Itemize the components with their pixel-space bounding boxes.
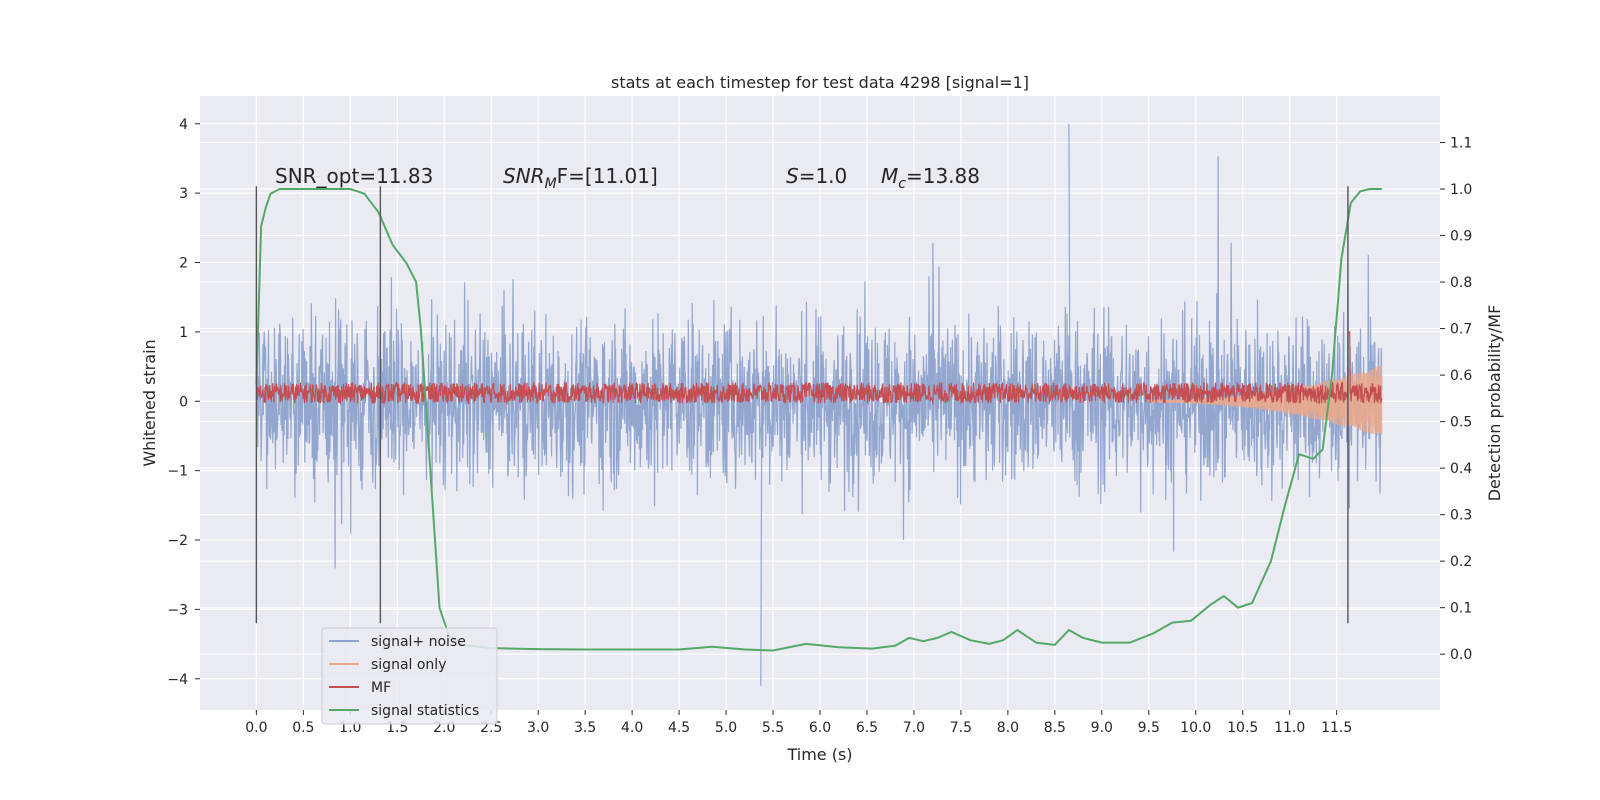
- annotation-mc-subscript: c: [898, 176, 906, 192]
- annotation-s-value: =1.0: [799, 164, 848, 188]
- x-tick-label: 11.0: [1274, 720, 1305, 736]
- annotation-mc-symbol: M: [881, 164, 898, 188]
- y2-axis-label: Detection probability/MF: [1485, 305, 1504, 502]
- x-tick-label: 10.5: [1227, 720, 1258, 736]
- y-tick-label: 4: [179, 117, 188, 133]
- vertical-markers: [255, 186, 1349, 624]
- annotation-snr-mf-symbol: SNR: [503, 164, 545, 188]
- annotation-snr-mf-subscript: M: [545, 176, 557, 192]
- legend: signal+ noise signal only MF signal stat…: [321, 627, 498, 725]
- y-tick-label: 3: [179, 186, 188, 202]
- series-layer: [255, 123, 1383, 686]
- y2-tick-label: 0.3: [1450, 508, 1472, 524]
- x-tick-label: 11.5: [1321, 720, 1352, 736]
- y2-axis: 1.1 1.0 0.9 0.8 0.7 0.6 0.5 0.4 0.3 0.2 0.1 0.0: [1440, 136, 1472, 663]
- y2-tick-label: 0.5: [1450, 415, 1472, 431]
- x-tick-label: 6.5: [856, 720, 878, 736]
- annotation-s-symbol: S: [786, 164, 799, 188]
- x-tick-label: 8.0: [997, 720, 1019, 736]
- x-tick-label: 3.5: [574, 720, 596, 736]
- legend-label-signal-only: signal only: [371, 657, 446, 673]
- x-tick-label: 0.0: [245, 720, 267, 736]
- y-tick-label: −3: [167, 602, 188, 618]
- x-tick-label: 6.0: [809, 720, 831, 736]
- annotation-snr-mf: SNRMF=[11.01]: [503, 164, 658, 192]
- y-axis: 4 3 2 1 0 −1 −2 −3 −4: [167, 117, 200, 688]
- series-signal-noise: [255, 123, 1383, 686]
- x-tick-label: 4.5: [668, 720, 690, 736]
- legend-label-signal-statistics: signal statistics: [371, 703, 479, 719]
- annotation-snr-mf-value: F=[11.01]: [557, 164, 658, 188]
- x-tick-label: 7.5: [950, 720, 972, 736]
- x-tick-label: 7.0: [903, 720, 925, 736]
- y-tick-label: −2: [167, 533, 188, 549]
- series-signal-statistics: [255, 188, 1382, 652]
- y-tick-label: 0: [179, 394, 188, 410]
- y2-tick-label: 0.7: [1450, 322, 1472, 338]
- y-tick-label: −1: [167, 464, 188, 480]
- annotation-s: S=1.0: [786, 164, 847, 188]
- y2-tick-label: 0.9: [1450, 229, 1472, 245]
- x-tick-label: 8.5: [1044, 720, 1066, 736]
- legend-label-signal-noise: signal+ noise: [371, 634, 466, 650]
- y2-tick-label: 0.4: [1450, 461, 1472, 477]
- x-tick-label: 9.0: [1091, 720, 1113, 736]
- y2-tick-label: 0.6: [1450, 368, 1472, 384]
- y2-tick-label: 1.0: [1450, 182, 1472, 198]
- y2-tick-label: 1.1: [1450, 136, 1472, 152]
- series-mf: [255, 331, 1383, 406]
- x-axis: 0.0 0.5 1.0 1.5 2.0 2.5 3.0 3.5 4.0 4.5 5.0 5.5 6.0 6…: [245, 710, 1352, 736]
- x-tick-label: 4.0: [621, 720, 643, 736]
- y2-tick-label: 0.0: [1450, 647, 1472, 663]
- y2-tick-label: 0.8: [1450, 275, 1472, 291]
- annotation-mc-value: =13.88: [906, 164, 980, 188]
- legend-label-mf: MF: [371, 680, 391, 696]
- y-tick-label: 2: [179, 256, 188, 272]
- y-tick-label: 1: [179, 325, 188, 341]
- chart-title: stats at each timestep for test data 429…: [611, 73, 1029, 92]
- x-tick-label: 10.0: [1180, 720, 1211, 736]
- annotation-mc: Mc=13.88: [881, 164, 980, 192]
- legend-box: [321, 627, 498, 725]
- y2-tick-label: 0.2: [1450, 554, 1472, 570]
- y-axis-label: Whitened strain: [140, 339, 159, 466]
- x-tick-label: 5.0: [715, 720, 737, 736]
- x-tick-label: 5.5: [762, 720, 784, 736]
- y-tick-label: −4: [167, 672, 188, 688]
- x-axis-label: Time (s): [786, 745, 852, 764]
- x-tick-label: 9.5: [1138, 720, 1160, 736]
- x-tick-label: 0.5: [292, 720, 314, 736]
- annotation-snr-opt: SNR_opt=11.83: [275, 164, 433, 188]
- x-tick-label: 3.0: [527, 720, 549, 736]
- y2-tick-label: 0.1: [1450, 601, 1472, 617]
